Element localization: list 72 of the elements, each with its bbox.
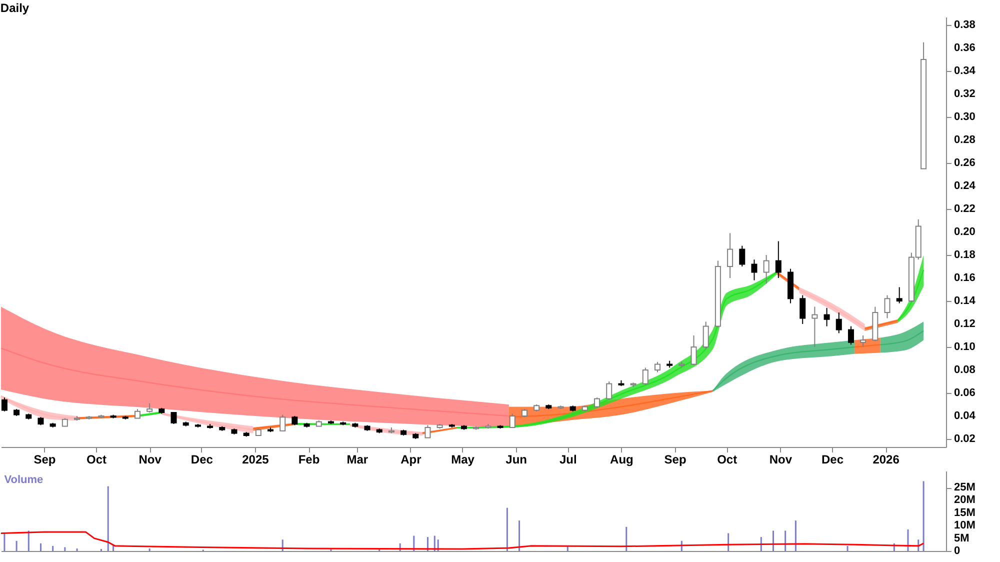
x-tick-label: Mar <box>346 452 368 466</box>
y-tick-label: 0.26 <box>954 157 976 170</box>
x-tick-label: Aug <box>610 452 634 466</box>
candlestick <box>824 307 830 327</box>
y-tick-label: 0.22 <box>954 203 976 216</box>
candlestick <box>739 245 746 267</box>
y-tick-label: 0.02 <box>954 432 976 445</box>
candlestick <box>896 286 902 304</box>
candlestick <box>1 397 8 412</box>
candlestick <box>594 397 600 408</box>
candlestick <box>280 414 286 432</box>
chart-title: Daily <box>0 1 30 15</box>
candlestick <box>775 240 782 278</box>
x-tick-label: Dec <box>821 452 844 466</box>
y-tick-label: 0.24 <box>954 180 976 192</box>
x-tick-label: Feb <box>298 452 320 466</box>
candlestick <box>884 294 890 319</box>
y-tick-label: 0.32 <box>954 88 976 100</box>
x-tick-label: Oct <box>717 452 738 466</box>
y-tick-label: 25M <box>954 482 976 494</box>
x-tick-label: Nov <box>138 452 162 466</box>
candlestick <box>292 415 298 426</box>
x-tick-label: Jun <box>506 452 527 466</box>
y-tick-label: 0 <box>954 545 960 557</box>
y-tick-label: 0.10 <box>954 340 976 353</box>
y-tick-label: 0.28 <box>954 134 976 146</box>
y-tick-label: 0.04 <box>954 410 976 422</box>
y-tick-label: 0.36 <box>954 42 976 54</box>
candlestick <box>606 380 612 400</box>
candlestick <box>642 367 648 386</box>
x-tick-label: Jul <box>559 452 577 466</box>
chart-title: Volume <box>4 474 44 486</box>
candlestick <box>146 402 153 414</box>
x-tick-label: Dec <box>190 452 214 466</box>
x-tick-label: 2026 <box>872 452 900 466</box>
candlestick <box>860 334 866 348</box>
candlestick <box>424 424 431 438</box>
y-tick-label: 0.38 <box>954 19 976 32</box>
y-tick-label: 10M <box>954 520 976 532</box>
candlestick <box>727 232 734 278</box>
y-tick-label: 0.08 <box>954 364 976 376</box>
candlestick <box>509 413 516 428</box>
candlestick <box>702 321 709 350</box>
candlestick <box>751 259 758 281</box>
y-tick-label: 15M <box>954 506 976 519</box>
candlestick <box>848 326 854 346</box>
candlestick <box>690 334 697 366</box>
y-tick-label: 0.06 <box>954 386 976 399</box>
y-tick-label: 5M <box>954 532 970 544</box>
x-tick-label: Sep <box>34 452 56 466</box>
y-tick-label: 0.20 <box>954 226 976 238</box>
candlestick <box>800 294 806 324</box>
y-tick-label: 0.16 <box>954 272 976 284</box>
x-tick-label: Sep <box>664 452 686 466</box>
x-tick-label: Nov <box>769 452 792 466</box>
candlestick <box>654 361 660 373</box>
x-tick-label: Apr <box>400 452 422 466</box>
candlestick <box>812 306 818 348</box>
x-tick-label: Oct <box>86 452 107 466</box>
x-tick-label: 2025 <box>242 452 270 466</box>
y-tick-label: 20M <box>954 494 976 506</box>
y-tick-label: 0.18 <box>954 248 976 261</box>
x-tick-label: May <box>451 452 475 466</box>
candlestick <box>134 408 140 419</box>
y-tick-label: 0.34 <box>954 65 976 78</box>
y-tick-label: 0.30 <box>954 111 976 124</box>
line-series <box>0 531 924 550</box>
candlestick <box>763 254 770 284</box>
y-tick-label: 0.14 <box>954 294 976 307</box>
y-tick-label: 0.12 <box>954 318 976 330</box>
candlestick <box>836 312 842 334</box>
candlestick <box>170 412 177 425</box>
